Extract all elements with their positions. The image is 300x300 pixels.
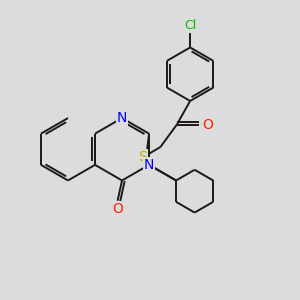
Text: S: S bbox=[138, 150, 147, 164]
Text: O: O bbox=[202, 118, 213, 132]
Text: N: N bbox=[144, 158, 154, 172]
Text: N: N bbox=[117, 111, 127, 125]
Text: Cl: Cl bbox=[184, 19, 196, 32]
Text: O: O bbox=[112, 202, 123, 216]
